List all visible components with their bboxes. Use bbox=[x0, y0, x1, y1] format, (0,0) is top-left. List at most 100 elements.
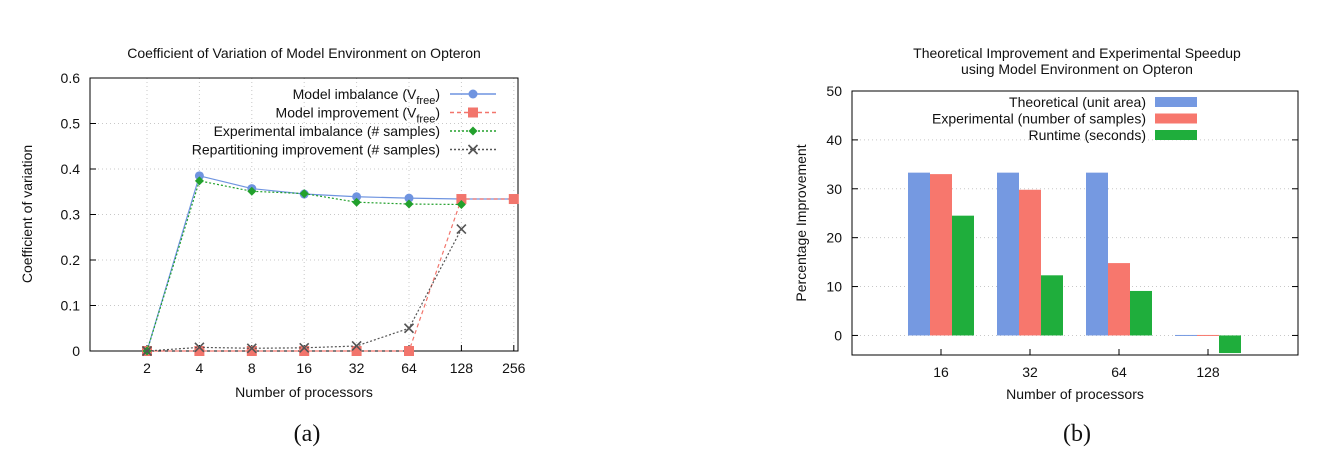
bar-chart-y-tick-label: 50 bbox=[826, 83, 842, 99]
bar bbox=[1086, 172, 1108, 336]
line-legend-label: Repartitioning improvement (# samples) bbox=[192, 142, 440, 158]
line-data-point bbox=[456, 194, 467, 205]
line-chart-x-tick-label: 4 bbox=[196, 360, 204, 376]
line-chart-legend: Model imbalance (Vfree)Model improvement… bbox=[192, 86, 496, 158]
bar-legend-swatch bbox=[1155, 130, 1197, 140]
line-chart-x-tick-label: 16 bbox=[296, 360, 312, 376]
bar bbox=[1130, 290, 1152, 336]
line-data-point bbox=[404, 346, 414, 356]
line-data-point bbox=[404, 193, 414, 203]
bar-legend-entry: Experimental (number of samples) bbox=[932, 111, 1197, 127]
line-chart-x-tick-label: 2 bbox=[143, 360, 151, 376]
line-series-path bbox=[147, 198, 514, 352]
line-chart-y-tick-label: 0.1 bbox=[61, 298, 81, 314]
line-data-point bbox=[247, 186, 257, 196]
line-data-point bbox=[403, 323, 415, 334]
bar-chart-y-ticks: 0 10 20 30 40 50 bbox=[826, 83, 1298, 343]
bar-chart-y-tick-label: 20 bbox=[826, 230, 842, 246]
line-chart-title: Coefficient of Variation of Model Enviro… bbox=[127, 45, 481, 61]
line-legend-marker bbox=[467, 144, 479, 155]
bar-chart-x-tick-label: 128 bbox=[1196, 364, 1220, 380]
bar-legend-label: Experimental (number of samples) bbox=[932, 111, 1146, 127]
line-legend-label: Experimental imbalance (# samples) bbox=[214, 123, 440, 139]
line-series-repartitioning-improvement-samples bbox=[141, 223, 467, 357]
bar bbox=[1175, 334, 1197, 336]
line-data-point bbox=[194, 176, 204, 186]
line-legend-entry: Repartitioning improvement (# samples) bbox=[192, 142, 496, 158]
line-chart-x-tick-label: 64 bbox=[401, 360, 417, 376]
bar-chart-bars bbox=[908, 172, 1241, 354]
line-chart-y-tick-label: 0.3 bbox=[61, 207, 81, 223]
bar bbox=[908, 172, 930, 336]
bar-chart-y-tick-label: 40 bbox=[826, 132, 842, 148]
bar-legend-entry: Runtime (seconds) bbox=[1029, 127, 1197, 143]
bar-legend-swatch bbox=[1155, 97, 1197, 107]
bar-chart-plot-frame bbox=[851, 90, 1299, 356]
bar bbox=[930, 174, 952, 336]
line-chart-x-tick-label: 128 bbox=[450, 360, 474, 376]
bar-chart-caption: (b) bbox=[1063, 421, 1091, 447]
line-chart: Coefficient of Variation of Model Enviro… bbox=[19, 45, 526, 447]
line-legend-marker bbox=[468, 126, 478, 136]
line-chart-y-tick-label: 0.5 bbox=[61, 116, 81, 132]
bar-chart-y-axis-label: Percentage Improvement bbox=[793, 144, 809, 301]
bar-series-theoretical-unit-area bbox=[908, 172, 1197, 336]
line-data-point bbox=[194, 171, 204, 181]
line-legend-marker bbox=[468, 107, 478, 118]
line-data-point bbox=[351, 340, 362, 352]
line-chart-y-tick-label: 0 bbox=[72, 343, 80, 359]
line-data-point bbox=[404, 199, 414, 209]
bar bbox=[1108, 263, 1130, 336]
line-data-point bbox=[456, 223, 467, 235]
bar bbox=[1219, 335, 1241, 354]
bar bbox=[1019, 189, 1041, 336]
bar-chart: Theoretical Improvement and Experimental… bbox=[793, 45, 1299, 447]
bar bbox=[1041, 275, 1063, 336]
line-legend-label: Model improvement (Vfree) bbox=[276, 105, 440, 126]
line-legend-entry: Experimental imbalance (# samples) bbox=[214, 123, 496, 139]
bar-chart-x-axis-label: Number of processors bbox=[1006, 386, 1144, 402]
bar-chart-y-tick-label: 30 bbox=[826, 181, 842, 197]
bar-chart-x-tick-label: 32 bbox=[1022, 364, 1038, 380]
bar-series-runtime-seconds bbox=[952, 215, 1241, 354]
line-data-point bbox=[351, 346, 362, 356]
line-chart-y-axis-label: Coefficient of variation bbox=[19, 145, 35, 283]
line-data-point bbox=[246, 346, 257, 356]
line-chart-y-tick-label: 0.4 bbox=[61, 161, 81, 177]
line-data-point bbox=[456, 199, 466, 209]
line-data-point bbox=[508, 194, 519, 205]
line-legend-entry: Model improvement (Vfree) bbox=[276, 105, 496, 126]
line-data-point bbox=[141, 345, 153, 357]
line-data-point bbox=[194, 346, 205, 356]
bar-series-experimental-number-of-samples bbox=[930, 174, 1219, 336]
bar-chart-x-tick-label: 16 bbox=[933, 364, 949, 380]
bar-legend-label: Runtime (seconds) bbox=[1029, 127, 1147, 143]
line-data-point bbox=[299, 346, 310, 356]
line-chart-y-ticks: 0 0.1 0.2 0.3 0.4 0.5 0.6 bbox=[61, 70, 96, 359]
line-chart-x-tick-label: 8 bbox=[248, 360, 256, 376]
bar-chart-y-tick-label: 0 bbox=[834, 327, 842, 343]
bar-chart-x-tick-label: 64 bbox=[1111, 364, 1127, 380]
line-data-point bbox=[352, 197, 362, 207]
line-legend-label: Model imbalance (Vfree) bbox=[293, 86, 440, 107]
bar bbox=[952, 215, 974, 336]
bar bbox=[1197, 334, 1219, 336]
bar-chart-x-ticks: 16 32 64 128 bbox=[933, 349, 1220, 380]
line-legend-marker bbox=[468, 89, 478, 99]
line-data-point bbox=[246, 343, 257, 354]
line-data-point bbox=[299, 189, 309, 199]
bar bbox=[997, 172, 1019, 336]
line-chart-y-tick-label: 0.2 bbox=[61, 252, 81, 268]
line-chart-x-axis-label: Number of processors bbox=[235, 384, 373, 400]
bar-legend-label: Theoretical (unit area) bbox=[1009, 94, 1146, 110]
bar-legend-entry: Theoretical (unit area) bbox=[1009, 94, 1197, 110]
bar-chart-title: Theoretical Improvement and Experimental… bbox=[913, 45, 1241, 61]
bar-chart-title-line2: using Model Environment on Opteron bbox=[961, 61, 1193, 77]
line-legend-entry: Model imbalance (Vfree) bbox=[293, 86, 496, 107]
line-data-point bbox=[352, 192, 362, 202]
line-data-point bbox=[194, 342, 205, 353]
line-chart-caption: (a) bbox=[294, 421, 321, 447]
line-chart-y-tick-label: 0.6 bbox=[61, 70, 81, 86]
bar-chart-y-tick-label: 10 bbox=[826, 279, 842, 295]
